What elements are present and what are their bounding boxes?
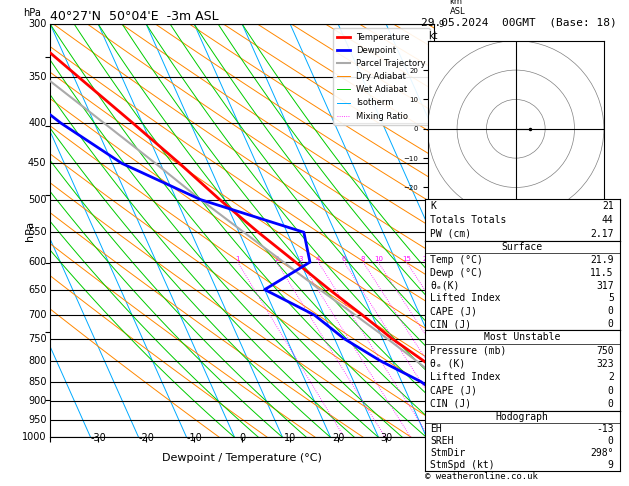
Text: LCL: LCL (438, 377, 453, 386)
Text: PW (cm): PW (cm) (430, 229, 472, 239)
Text: 0: 0 (239, 434, 245, 443)
Text: 20: 20 (423, 256, 431, 262)
Text: 1000: 1000 (22, 433, 47, 442)
Text: 21: 21 (602, 201, 614, 211)
Text: Hodograph: Hodograph (496, 412, 548, 422)
X-axis label: Dewpoint / Temperature (°C): Dewpoint / Temperature (°C) (162, 452, 322, 463)
Text: 20: 20 (332, 434, 345, 443)
Text: 1: 1 (235, 256, 240, 262)
Text: Totals Totals: Totals Totals (430, 215, 507, 225)
Text: 15: 15 (402, 256, 411, 262)
Text: 450: 450 (28, 158, 47, 169)
Text: 4: 4 (316, 256, 321, 262)
Text: 0: 0 (608, 385, 614, 396)
Text: 7: 7 (438, 119, 443, 127)
Text: 11.5: 11.5 (590, 268, 614, 278)
Text: CIN (J): CIN (J) (430, 399, 472, 409)
Text: 2: 2 (608, 372, 614, 382)
Text: -10: -10 (186, 434, 202, 443)
Text: θₑ(K): θₑ(K) (430, 280, 460, 291)
Text: kt: kt (428, 31, 437, 41)
Text: 317: 317 (596, 280, 614, 291)
Text: Most Unstable: Most Unstable (484, 332, 560, 342)
Text: 2: 2 (274, 256, 279, 262)
Text: 650: 650 (28, 285, 47, 295)
Y-axis label: hPa: hPa (25, 221, 35, 241)
Text: Temp (°C): Temp (°C) (430, 255, 483, 265)
Text: 10: 10 (374, 256, 382, 262)
Text: 21.9: 21.9 (590, 255, 614, 265)
Text: -13: -13 (596, 424, 614, 434)
Text: 0: 0 (608, 399, 614, 409)
Text: 40: 40 (428, 434, 440, 443)
Text: 350: 350 (28, 72, 47, 82)
Text: © weatheronline.co.uk: © weatheronline.co.uk (425, 472, 537, 481)
Text: 400: 400 (28, 118, 47, 128)
Text: 500: 500 (28, 194, 47, 205)
Text: Lifted Index: Lifted Index (430, 294, 501, 303)
Text: hPa: hPa (23, 8, 42, 18)
Text: 30: 30 (380, 434, 392, 443)
Text: 6: 6 (342, 256, 347, 262)
Text: 9: 9 (608, 460, 614, 470)
Text: CIN (J): CIN (J) (430, 319, 472, 329)
Text: StmDir: StmDir (430, 448, 465, 458)
Text: 29.05.2024  00GMT  (Base: 18): 29.05.2024 00GMT (Base: 18) (421, 17, 617, 27)
Text: 800: 800 (28, 356, 47, 366)
Text: 323: 323 (596, 359, 614, 369)
Text: Mixing Ratio (g/kg): Mixing Ratio (g/kg) (465, 185, 475, 277)
Text: 8: 8 (438, 73, 443, 82)
Text: 550: 550 (28, 227, 47, 237)
Text: CAPE (J): CAPE (J) (430, 306, 477, 316)
Text: Pressure (mb): Pressure (mb) (430, 346, 507, 356)
Text: EH: EH (430, 424, 442, 434)
Text: 10: 10 (284, 434, 296, 443)
Text: -30: -30 (91, 434, 106, 443)
Text: 750: 750 (596, 346, 614, 356)
Text: 2.17: 2.17 (590, 229, 614, 239)
Text: StmSpd (kt): StmSpd (kt) (430, 460, 495, 470)
Text: 0: 0 (608, 436, 614, 446)
Text: 950: 950 (28, 415, 47, 425)
Text: 44: 44 (602, 215, 614, 225)
Text: 750: 750 (28, 334, 47, 344)
Text: 0: 0 (608, 306, 614, 316)
Text: K: K (430, 201, 437, 211)
Text: -20: -20 (138, 434, 154, 443)
Text: 5: 5 (438, 228, 443, 237)
Text: Dewp (°C): Dewp (°C) (430, 268, 483, 278)
Text: Surface: Surface (501, 242, 543, 252)
Text: 850: 850 (28, 377, 47, 387)
Text: 40°27'N  50°04'E  -3m ASL: 40°27'N 50°04'E -3m ASL (50, 10, 219, 23)
Text: 6: 6 (438, 195, 443, 204)
Text: 8: 8 (361, 256, 365, 262)
Text: 900: 900 (28, 396, 47, 406)
Text: 4: 4 (438, 285, 443, 294)
Text: 700: 700 (28, 310, 47, 320)
Text: 3: 3 (438, 311, 443, 319)
Text: 5: 5 (608, 294, 614, 303)
Text: CAPE (J): CAPE (J) (430, 385, 477, 396)
Text: 2: 2 (438, 356, 443, 365)
Text: 298°: 298° (590, 448, 614, 458)
Text: 300: 300 (28, 19, 47, 29)
Text: km
ASL: km ASL (450, 0, 465, 16)
Text: 600: 600 (28, 257, 47, 267)
Text: Lifted Index: Lifted Index (430, 372, 501, 382)
Text: 1: 1 (438, 397, 443, 406)
Legend: Temperature, Dewpoint, Parcel Trajectory, Dry Adiabat, Wet Adiabat, Isotherm, Mi: Temperature, Dewpoint, Parcel Trajectory… (333, 29, 430, 125)
Text: SREH: SREH (430, 436, 454, 446)
Text: 0: 0 (608, 319, 614, 329)
Text: θₑ (K): θₑ (K) (430, 359, 465, 369)
Text: 9: 9 (438, 20, 443, 29)
Text: 3: 3 (298, 256, 303, 262)
